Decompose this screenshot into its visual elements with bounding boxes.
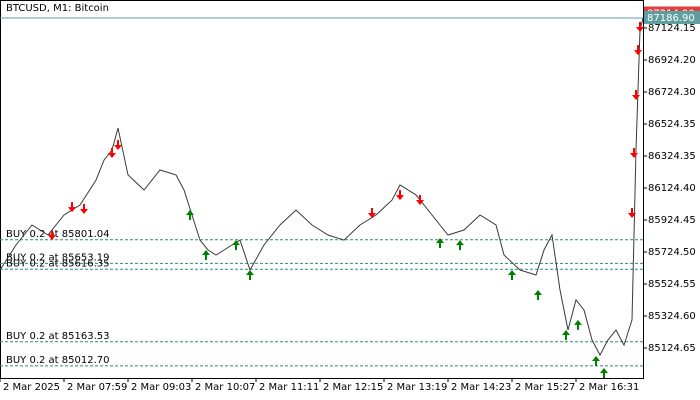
y-tick-label: 86324.35 [648, 151, 696, 162]
x-tick-label: 2 Mar 07:59 [67, 382, 127, 393]
y-tick-label: 85924.45 [648, 215, 696, 226]
buy-arrow [534, 290, 542, 301]
buy-arrow [186, 209, 194, 220]
buy-arrow [202, 249, 210, 260]
sell-arrow [80, 203, 88, 214]
sell-arrow [68, 202, 76, 213]
plot-frame [0, 0, 644, 379]
sell-arrow [114, 139, 122, 150]
y-tick-label: 85724.50 [648, 247, 696, 258]
y-tick-label: 86124.40 [648, 183, 696, 194]
chart-title: BTCUSD, M1: Bitcoin [6, 3, 109, 14]
order-label: BUY 0.2 at 85653.19 [6, 252, 110, 263]
sell-arrow [632, 90, 640, 101]
buy-arrow [436, 237, 444, 248]
buy-arrow [246, 270, 254, 281]
sell-arrow [630, 147, 638, 158]
sell-arrow [108, 147, 116, 158]
y-tick-label: 87124.15 [648, 23, 696, 34]
x-tick-label: 2 Mar 11:11 [259, 382, 319, 393]
buy-arrow [562, 330, 570, 341]
order-label: BUY 0.2 at 85163.53 [6, 331, 110, 342]
buy-arrow [508, 270, 516, 281]
x-tick-label: 2 Mar 10:07 [195, 382, 255, 393]
bid-box [644, 10, 700, 24]
sell-arrow [416, 195, 424, 206]
x-tick-label: 2 Mar 15:27 [515, 382, 575, 393]
y-tick-label: 85524.55 [648, 279, 696, 290]
order-label: BUY 0.2 at 85801.04 [6, 229, 110, 240]
bid-label: 87186.90 [647, 13, 695, 24]
buy-arrow [574, 319, 582, 330]
sell-arrow [396, 190, 404, 201]
order-label: BUY 0.2 at 85012.70 [6, 355, 110, 366]
buy-arrow [600, 367, 608, 378]
x-tick-label: 2 Mar 12:15 [323, 382, 383, 393]
sell-arrow [636, 22, 644, 33]
x-tick-label: 2 Mar 09:03 [131, 382, 191, 393]
price-line [0, 17, 644, 357]
buy-arrow [456, 240, 464, 251]
y-tick-label: 85324.60 [648, 311, 696, 322]
buy-arrow [592, 355, 600, 366]
sell-arrow [628, 207, 636, 218]
x-tick-label: 2 Mar 13:19 [387, 382, 447, 393]
y-tick-label: 86924.20 [648, 55, 696, 66]
y-tick-label: 86524.35 [648, 119, 696, 130]
x-tick-label: 2 Mar 16:31 [579, 382, 639, 393]
sell-arrow [48, 230, 56, 241]
y-tick-label: 85124.65 [648, 343, 696, 354]
x-tick-label: 2 Mar 2025 [3, 382, 60, 393]
x-tick-label: 2 Mar 14:23 [451, 382, 511, 393]
sell-arrow [368, 207, 376, 218]
sell-arrow [634, 45, 642, 56]
order-label: BUY 0.2 at 85616.35 [6, 258, 110, 269]
y-tick-label: 86724.30 [648, 87, 696, 98]
buy-arrow [232, 240, 240, 251]
